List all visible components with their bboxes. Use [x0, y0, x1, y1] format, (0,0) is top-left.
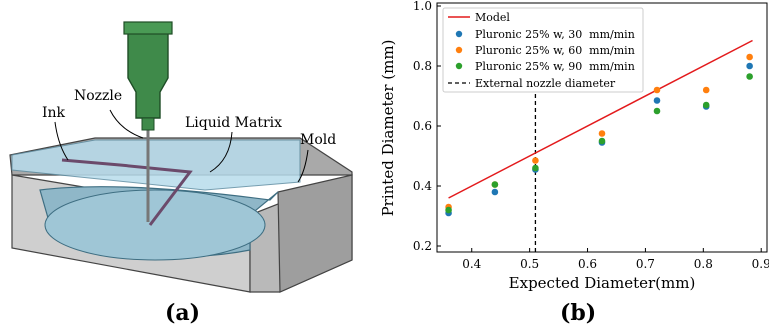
legend-series-3: Pluronic 25% w, 90 mm/min — [475, 60, 635, 73]
nozzle-label: Nozzle — [74, 88, 122, 104]
x-tick-label: 0.6 — [578, 257, 597, 271]
series-3-point — [532, 164, 539, 172]
liquid-matrix-arrow — [209, 131, 233, 173]
series-3-point — [445, 206, 452, 214]
mold-arrow — [297, 149, 309, 183]
nozzle-arrow — [109, 109, 144, 139]
plot-frame — [436, 2, 768, 253]
series-3-point — [653, 107, 661, 115]
legend: Model Pluronic 25% w, 30 mm/min Pluronic… — [442, 7, 644, 93]
x-axis-label: Expected Diameter(mm) — [509, 274, 696, 292]
series-1-point — [653, 97, 661, 104]
ink-label: Ink — [42, 105, 66, 121]
legend-vline: External nozzle diameter — [475, 77, 616, 90]
y-axis-label: Printed Diameter (mm) — [379, 40, 397, 217]
series-2-point — [532, 157, 539, 164]
series-3-point — [746, 73, 753, 80]
series-3-point — [598, 137, 606, 145]
legend-series-2-swatch — [455, 46, 463, 54]
x-tick-label: 0.7 — [636, 257, 655, 271]
series-2-point — [653, 86, 661, 94]
ink-path — [61, 158, 193, 226]
x-tick-label: 0.5 — [520, 257, 539, 271]
diameter-chart: 0.4 0.5 0.6 0.7 0.8 0.9 0.2 0.4 0.6 0.8 1.0 Model … — [379, 0, 769, 292]
legend-series-1-swatch — [455, 30, 463, 38]
series-3-point — [702, 101, 710, 109]
x-tick-label: 0.9 — [752, 257, 769, 271]
printing-setup-illustration: Nozzle Ink Liquid Matrix Mold — [9, 21, 353, 293]
series-2-point — [746, 53, 753, 61]
series-1-point — [746, 62, 753, 70]
liquid-matrix-label: Liquid Matrix — [185, 115, 282, 131]
nozzle-body — [127, 29, 169, 119]
y-tick-label: 0.2 — [413, 239, 432, 253]
legend-model: Model — [475, 11, 510, 24]
y-tick-label: 0.4 — [413, 179, 432, 193]
nozzle-cap — [123, 21, 173, 35]
mold-cut-face — [277, 174, 353, 293]
series-2-point — [598, 130, 606, 137]
ink-arrow — [54, 121, 69, 161]
y-tick-label: 1.0 — [413, 0, 432, 13]
mold-label: Mold — [300, 132, 336, 148]
panel-b-label: (b) — [560, 300, 597, 326]
y-tick-label: 0.6 — [413, 119, 432, 133]
data-points — [445, 53, 753, 217]
legend-series-3-swatch — [455, 62, 463, 70]
axis-ticks: 0.4 0.5 0.6 0.7 0.8 0.9 0.2 0.4 0.6 0.8 1.0 — [413, 0, 769, 271]
x-tick-label: 0.8 — [694, 257, 713, 271]
panel-a-label: (a) — [165, 300, 201, 326]
nozzle-hub — [141, 117, 155, 131]
x-tick-label: 0.4 — [462, 257, 481, 271]
legend-series-2: Pluronic 25% w, 60 mm/min — [475, 44, 635, 57]
matrix-surface — [44, 189, 266, 261]
liquid-matrix-layer — [11, 139, 301, 191]
legend-series-1: Pluronic 25% w, 30 mm/min — [475, 28, 635, 41]
series-2-point — [702, 86, 710, 94]
y-tick-label: 0.8 — [413, 59, 432, 73]
model-line — [448, 39, 753, 199]
series-3-point — [491, 181, 499, 188]
series-1-point — [491, 188, 499, 196]
